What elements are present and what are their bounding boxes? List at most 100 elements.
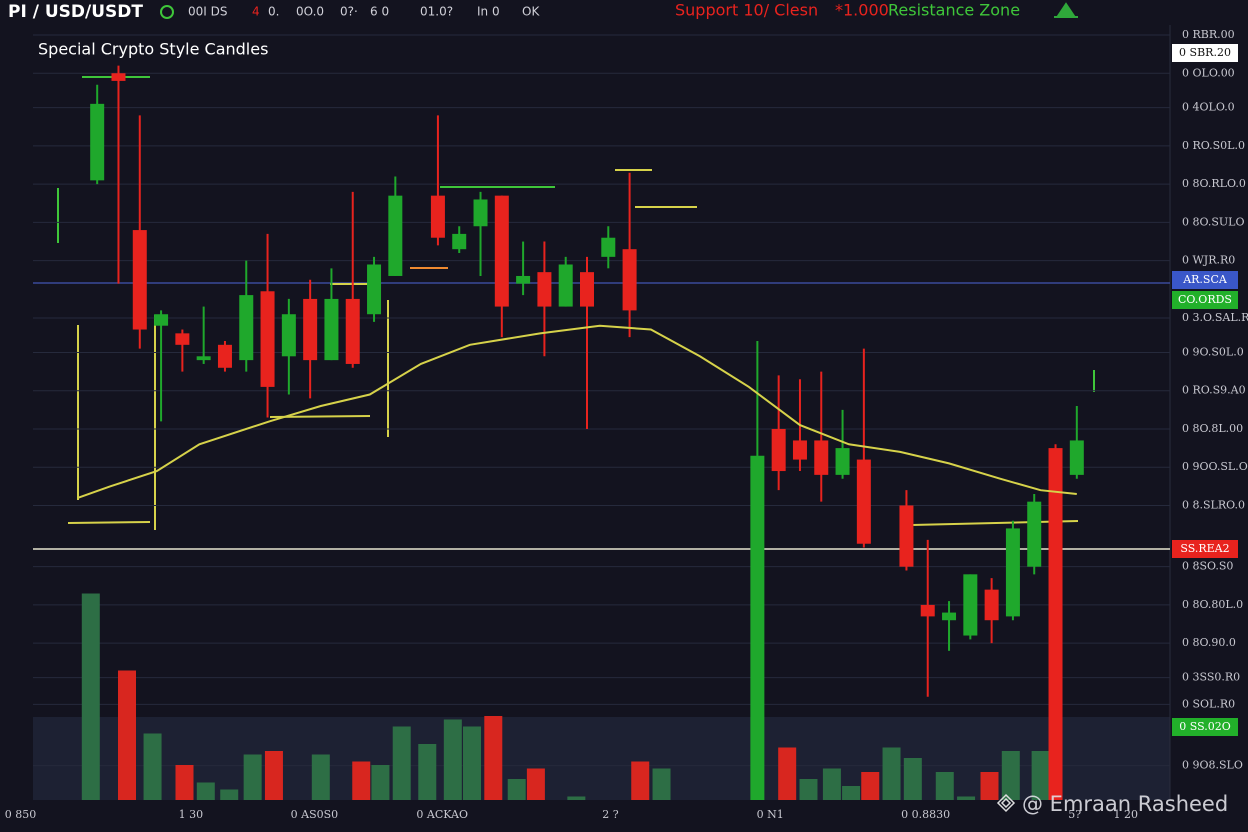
candle-body xyxy=(367,264,382,315)
candle-body xyxy=(792,440,807,460)
x-tick-label: 0 AS0S0 xyxy=(291,808,339,821)
candle-body xyxy=(558,264,573,307)
stat: 0O.0 xyxy=(296,5,324,19)
volume-bar xyxy=(392,726,411,800)
y-tick-label: 0 3.O.SAL.RO xyxy=(1182,311,1248,324)
y-tick-label: 0 9O.S0L.0 xyxy=(1182,345,1244,358)
stat: 01.0? xyxy=(420,5,453,19)
zone-label: Resistance Zone xyxy=(888,1,1020,20)
volume-bar xyxy=(371,765,390,800)
volume-bar xyxy=(175,765,194,800)
y-tick-label: 0 8O.RLO.0 xyxy=(1182,177,1246,190)
y-tick-label: 0 8.SLRO.0 xyxy=(1182,498,1245,511)
stat: In 0 xyxy=(477,5,500,19)
volume-bar xyxy=(418,744,437,800)
candle-body xyxy=(324,298,339,361)
status-icon xyxy=(160,5,174,19)
candle-body xyxy=(1069,440,1084,475)
volume-bar xyxy=(243,754,262,800)
x-tick-label: 1 20 xyxy=(1114,808,1139,821)
price-tag-label: SS.REA2 xyxy=(1180,542,1229,555)
volume-bar xyxy=(882,747,901,800)
x-tick-label: 5? xyxy=(1068,808,1081,821)
candle-body xyxy=(430,195,445,238)
volume-bar xyxy=(903,758,922,800)
y-tick-label: 0 8SO.S0 xyxy=(1182,560,1233,573)
volume-bar xyxy=(861,772,880,800)
candle-body xyxy=(494,195,509,307)
price-tag xyxy=(1172,718,1238,736)
stat: 0?· xyxy=(340,5,358,19)
plot xyxy=(33,34,1170,800)
candle-body xyxy=(601,237,616,257)
price-tag-label: 0 SS.02O xyxy=(1179,720,1231,733)
y-tick-label: 0 9O8.SLO xyxy=(1182,759,1243,772)
candle-body xyxy=(984,589,999,621)
stat: 6 0 xyxy=(370,5,389,19)
candle-body xyxy=(771,428,786,472)
price-tag-label: AR.SCA xyxy=(1182,273,1228,286)
candle-body xyxy=(260,291,275,387)
candle-body xyxy=(1027,501,1042,567)
alert-value: *1.000 xyxy=(835,1,889,20)
candle-body xyxy=(580,272,594,307)
candle-body xyxy=(281,314,296,357)
y-tick-label: 0 8O.SULO xyxy=(1182,215,1245,228)
candle-body xyxy=(835,448,850,475)
candle-body xyxy=(899,505,914,567)
candle-body xyxy=(814,440,829,475)
y-tick-label: 0 OLO.00 xyxy=(1182,66,1235,79)
zone-icon xyxy=(1054,2,1078,18)
volume-bar xyxy=(463,726,481,800)
candle-body xyxy=(1005,528,1020,617)
price-tag xyxy=(1172,540,1238,558)
candle-body xyxy=(1048,448,1063,800)
y-tick-label: 0 8O.90.0 xyxy=(1182,636,1236,649)
volume-bar xyxy=(1031,751,1050,800)
volume-bar xyxy=(799,779,818,800)
volume-bar xyxy=(631,761,650,800)
candle-body xyxy=(90,103,105,181)
volume-bar xyxy=(842,786,861,800)
price-tag-label: CO.ORDS xyxy=(1178,293,1232,306)
volume-bar xyxy=(81,593,100,800)
y-tick-label: 0 WJR.R0 xyxy=(1182,254,1235,267)
volume-bar xyxy=(822,768,841,800)
y-tick-label: 0 9OO.SL.O0 xyxy=(1182,460,1248,473)
candle-body xyxy=(132,230,147,330)
volume-bar xyxy=(935,772,954,800)
volume-bar xyxy=(118,670,136,800)
x-tick-label: 0 ACKAO xyxy=(416,808,468,821)
volume-bar xyxy=(443,719,462,800)
candle-body xyxy=(388,195,403,276)
volume-bar xyxy=(526,768,545,800)
candle-body xyxy=(963,574,978,636)
candle-body xyxy=(622,249,637,311)
volume-bar xyxy=(1001,751,1020,800)
candle-body xyxy=(856,459,871,544)
drawing-line xyxy=(67,521,151,524)
volume-bar xyxy=(143,733,162,800)
candle-body xyxy=(942,612,957,621)
volume-bar xyxy=(220,789,239,800)
y-tick-label: 0 RBR.00 xyxy=(1182,28,1235,41)
volume-bar xyxy=(484,716,503,800)
x-tick-label: 0 0.8830 xyxy=(901,808,950,821)
stat: 0. xyxy=(268,5,279,19)
x-tick-label: 0 850 xyxy=(5,808,37,821)
candle-body xyxy=(154,314,169,326)
price-tag xyxy=(1172,271,1238,289)
candle-body xyxy=(239,295,254,361)
stat: OK xyxy=(522,5,540,19)
candle-body xyxy=(920,604,935,617)
candle-body xyxy=(750,455,765,800)
volume-bar xyxy=(311,754,330,800)
y-tick-label: 0 4OLO.0 xyxy=(1182,101,1235,114)
y-tick-label: 0 RO.S0L.0 xyxy=(1182,139,1245,152)
candle-body xyxy=(175,333,190,345)
y-tick-label: 0 SOL.R0 xyxy=(1182,697,1235,710)
candle-body xyxy=(473,199,488,227)
volume-bar xyxy=(507,779,526,800)
